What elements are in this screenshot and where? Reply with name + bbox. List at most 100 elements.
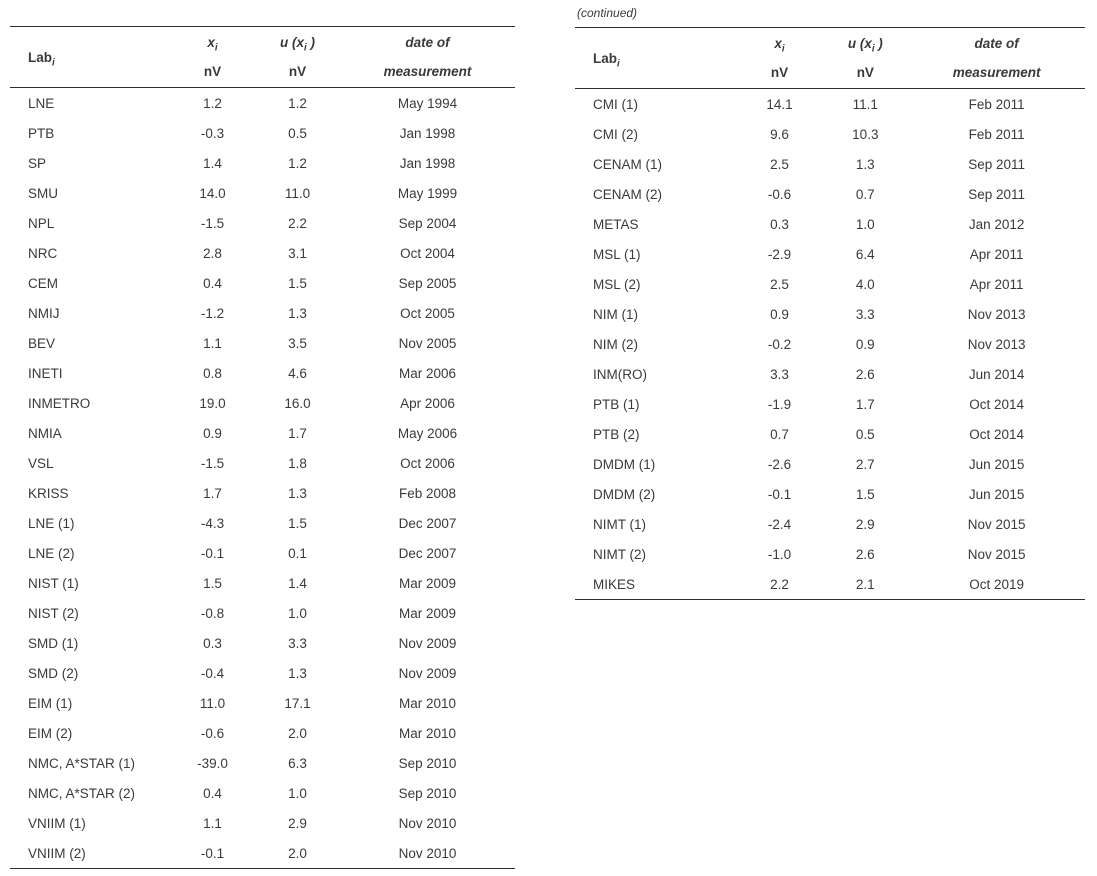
u-value-cell: 11.1 xyxy=(852,96,878,112)
u-value-cell: 2.6 xyxy=(855,546,875,562)
table-row: KRISS 1.7 1.3 Feb 2008 xyxy=(10,478,515,508)
u-value-cell: 1.8 xyxy=(288,455,307,471)
date-cell: Sep 2010 xyxy=(398,785,457,801)
u-value-cell: 2.0 xyxy=(288,845,307,861)
date-cell: Mar 2006 xyxy=(398,365,457,381)
table-row: INMETRO 19.0 16.0 Apr 2006 xyxy=(10,388,515,418)
table-row: NIM (1) 0.9 3.3 Nov 2013 xyxy=(575,299,1085,329)
date-cell: Apr 2011 xyxy=(969,276,1024,292)
u-header-unit: nV xyxy=(856,65,874,80)
x-value-cell: -0.1 xyxy=(200,545,225,561)
u-value-cell: 4.6 xyxy=(288,365,307,381)
table-row: EIM (1) 11.0 17.1 Mar 2010 xyxy=(10,688,515,718)
lab-cell: MSL (2) xyxy=(593,276,641,292)
table-row: BEV 1.1 3.5 Nov 2005 xyxy=(10,328,515,358)
date-cell: May 1999 xyxy=(397,185,458,201)
u-header-subscript: i xyxy=(304,42,307,54)
table-row: EIM (2) -0.6 2.0 Mar 2010 xyxy=(10,718,515,748)
u-header-symbol: u (x xyxy=(847,36,872,51)
u-value-cell: 1.7 xyxy=(288,425,307,441)
date-cell: Apr 2006 xyxy=(400,395,455,411)
date-cell: Oct 2014 xyxy=(969,426,1025,442)
x-value-cell: 2.2 xyxy=(770,576,789,592)
lab-cell: LNE xyxy=(28,95,55,111)
lab-cell: PTB (1) xyxy=(593,396,640,412)
lab-cell: INETI xyxy=(28,365,63,381)
table-row: SP 1.4 1.2 Jan 1998 xyxy=(10,148,515,178)
table-row: DMDM (2) -0.1 1.5 Jun 2015 xyxy=(575,479,1085,509)
lab-cell: MSL (1) xyxy=(593,246,641,262)
u-value-cell: 17.1 xyxy=(284,695,311,711)
date-cell: Nov 2015 xyxy=(967,516,1026,532)
u-value-cell: 6.4 xyxy=(855,246,875,262)
col-header-date: date of measurement xyxy=(340,27,515,88)
table-row: LNE 1.2 1.2 May 1994 xyxy=(10,88,515,119)
date-cell: Sep 2004 xyxy=(398,215,457,231)
date-header-line1: date of xyxy=(405,35,450,50)
table-row: SMD (1) 0.3 3.3 Nov 2009 xyxy=(10,628,515,658)
col-header-lab: Labi xyxy=(575,28,737,89)
date-cell: Jan 1998 xyxy=(399,155,456,171)
date-cell: Nov 2015 xyxy=(967,546,1026,562)
date-cell: Nov 2010 xyxy=(398,815,457,831)
lab-cell: VNIIM (2) xyxy=(28,845,86,861)
lab-cell: SMD (2) xyxy=(28,665,79,681)
lab-cell: INM(RO) xyxy=(593,366,647,382)
table-row: LNE (2) -0.1 0.1 Dec 2007 xyxy=(10,538,515,568)
lab-cell: SMD (1) xyxy=(28,635,79,651)
u-value-cell: 1.7 xyxy=(855,396,875,412)
col-header-u: u (xi ) nV xyxy=(822,28,908,89)
date-header-line2: measurement xyxy=(383,64,472,79)
date-cell: Oct 2014 xyxy=(969,396,1025,412)
u-value-cell: 1.5 xyxy=(288,275,307,291)
col-header-u: u (xi ) nV xyxy=(255,27,340,88)
lab-cell: DMDM (2) xyxy=(593,486,656,502)
x-value-cell: 1.1 xyxy=(203,335,222,351)
lab-cell: METAS xyxy=(593,216,639,232)
u-value-cell: 2.6 xyxy=(855,366,875,382)
lab-header-subscript: i xyxy=(52,57,55,69)
u-value-cell: 3.3 xyxy=(855,306,875,322)
x-value-cell: 1.1 xyxy=(203,815,222,831)
u-header-symbol: u (x xyxy=(280,35,305,50)
u-value-cell: 1.0 xyxy=(288,785,307,801)
lab-cell: LNE (1) xyxy=(28,515,75,531)
header-row: Labi xi nV u (xi ) nV date of measuremen… xyxy=(575,27,1085,89)
u-value-cell: 3.5 xyxy=(288,335,307,351)
table-row: PTB -0.3 0.5 Jan 1998 xyxy=(10,118,515,148)
date-cell: Mar 2010 xyxy=(398,725,457,741)
x-value-cell: -1.5 xyxy=(200,215,225,231)
u-value-cell: 2.0 xyxy=(288,725,307,741)
date-cell: Oct 2006 xyxy=(400,455,455,471)
x-value-cell: 0.8 xyxy=(203,365,222,381)
date-cell: Feb 2011 xyxy=(968,96,1025,112)
date-cell: May 2006 xyxy=(397,425,458,441)
table-row: INM(RO) 3.3 2.6 Jun 2014 xyxy=(575,359,1085,389)
u-value-cell: 1.3 xyxy=(288,305,307,321)
u-value-cell: 10.3 xyxy=(852,126,879,142)
lab-cell: EIM (2) xyxy=(28,725,73,741)
date-cell: Dec 2007 xyxy=(398,515,457,531)
lab-cell: BEV xyxy=(28,335,56,351)
x-header-subscript: i xyxy=(214,42,218,54)
lab-cell: NIM (2) xyxy=(593,336,638,352)
x-value-cell: 1.4 xyxy=(203,155,222,171)
u-value-cell: 2.7 xyxy=(855,456,875,472)
header-row: Labi xi nV u (xi ) nV date of measuremen… xyxy=(10,26,515,88)
date-cell: Oct 2004 xyxy=(400,245,455,261)
table-row: SMD (2) -0.4 1.3 Nov 2009 xyxy=(10,658,515,688)
table-row: NRC 2.8 3.1 Oct 2004 xyxy=(10,238,515,268)
x-value-cell: 19.0 xyxy=(199,395,226,411)
x-value-cell: 9.6 xyxy=(770,126,789,142)
u-header-close-paren: ) xyxy=(306,35,315,50)
u-value-cell: 16.0 xyxy=(284,395,311,411)
date-cell: Mar 2010 xyxy=(398,695,457,711)
date-cell: Sep 2010 xyxy=(398,755,457,771)
table-body: LNE 1.2 1.2 May 1994 PTB -0.3 0.5 Jan 19… xyxy=(10,88,515,869)
measurements-table-left: Labi xi nV u (xi ) nV date of measuremen… xyxy=(10,26,515,869)
lab-cell: NMIA xyxy=(28,425,62,441)
table-row: MSL (2) 2.5 4.0 Apr 2011 xyxy=(575,269,1085,299)
u-value-cell: 1.3 xyxy=(288,485,307,501)
u-value-cell: 3.1 xyxy=(288,245,307,261)
lab-header-subscript: i xyxy=(617,58,620,70)
